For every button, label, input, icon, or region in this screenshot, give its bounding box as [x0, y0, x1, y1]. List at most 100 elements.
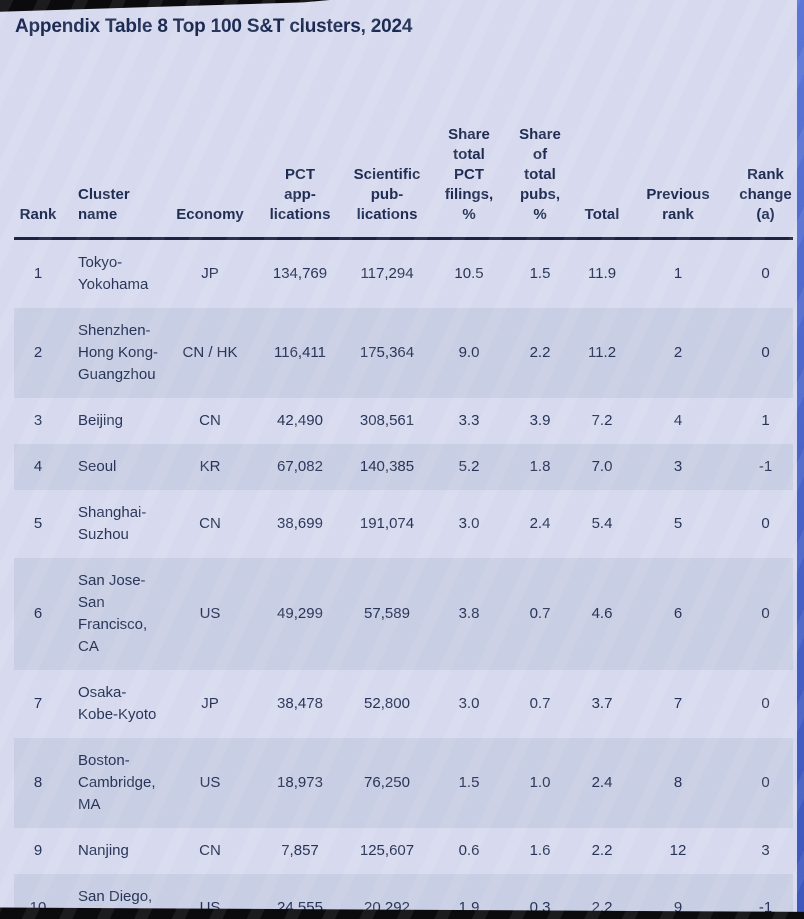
cell-previous-rank: 8 [673, 774, 683, 791]
cell-share-total-pubs: 0.7 [529, 605, 551, 622]
cell-share-pct-filings: 1.5 [458, 774, 480, 791]
cell-previous-rank: 6 [673, 605, 683, 622]
cell-cluster-name: Nanjing [78, 842, 129, 859]
cell-rank: 6 [33, 605, 43, 622]
cell-share-pct-filings: 3.8 [458, 605, 480, 622]
cell-share-pct-filings: 10.5 [454, 265, 484, 282]
cell-total: 7.0 [591, 458, 613, 475]
cell-scientific-publications: 57,589 [364, 605, 410, 622]
cell-cluster-name: Shanghai- Suzhou [78, 504, 147, 543]
table-header-row: Rank Cluster name Economy PCT app- licat… [14, 0, 793, 240]
cell-pct-applications: 49,299 [277, 605, 323, 622]
cell-share-total-pubs: 1.5 [529, 265, 551, 282]
cell-share-total-pubs: 1.8 [529, 458, 551, 475]
table-row: 8 Boston- Cambridge, MA US 18,973 76,250… [14, 738, 793, 828]
cell-pct-applications: 38,699 [277, 515, 323, 532]
col-header-scientific-publications: Scientific pub- lications [348, 0, 426, 240]
cell-share-total-pubs: 2.4 [529, 515, 551, 532]
cell-share-total-pubs: 2.2 [529, 344, 551, 361]
cell-share-total-pubs: 1.0 [529, 774, 551, 791]
cell-scientific-publications: 125,607 [359, 842, 415, 859]
cell-cluster-name: Boston- Cambridge, MA [78, 752, 156, 813]
cell-scientific-publications: 140,385 [359, 458, 415, 475]
col-header-economy: Economy [168, 0, 252, 240]
cell-rank-change: 0 [761, 774, 770, 791]
screen-edge-right [797, 0, 804, 919]
cell-total: 11.2 [587, 344, 617, 361]
cell-share-pct-filings: 0.6 [458, 842, 480, 859]
cell-rank-change: 0 [761, 695, 770, 712]
cell-economy: JP [201, 265, 219, 282]
cell-cluster-name: Osaka- Kobe-Kyoto [78, 684, 157, 723]
cell-pct-applications: 116,411 [274, 344, 326, 361]
cell-total: 3.7 [591, 695, 613, 712]
photo-edge-top [0, 0, 330, 12]
cell-rank: 5 [33, 515, 43, 532]
cell-scientific-publications: 52,800 [364, 695, 410, 712]
cell-previous-rank: 12 [669, 842, 687, 859]
cell-share-total-pubs: 3.9 [529, 412, 551, 429]
cell-scientific-publications: 191,074 [359, 515, 415, 532]
cell-economy: CN / HK [182, 344, 238, 361]
cell-scientific-publications: 76,250 [364, 774, 410, 791]
table-row: 5 Shanghai- Suzhou CN 38,699 191,074 3.0… [14, 490, 793, 558]
cell-economy: US [199, 774, 221, 791]
cell-rank-change: -1 [758, 458, 773, 475]
cell-scientific-publications: 308,561 [359, 412, 415, 429]
cell-total: 2.2 [591, 842, 613, 859]
cell-total: 4.6 [591, 605, 613, 622]
cell-rank: 7 [33, 695, 43, 712]
cell-total: 7.2 [591, 412, 613, 429]
cell-rank-change: 0 [761, 344, 770, 361]
cell-previous-rank: 2 [673, 344, 683, 361]
col-header-pct-applications: PCT app- lications [252, 0, 348, 240]
cell-share-pct-filings: 3.3 [458, 412, 480, 429]
table-row: 2 Shenzhen- Hong Kong- Guangzhou CN / HK… [14, 308, 793, 398]
cell-share-pct-filings: 3.0 [458, 695, 480, 712]
cell-scientific-publications: 117,294 [360, 265, 414, 282]
table-row: 4 Seoul KR 67,082 140,385 5.2 1.8 7.0 3 … [14, 444, 793, 490]
cell-share-total-pubs: 0.7 [529, 695, 551, 712]
col-header-rank-change: Rank change (a) [720, 0, 793, 240]
col-header-share-total-pubs: Share of total pubs, % [512, 0, 568, 240]
cell-share-total-pubs: 1.6 [529, 842, 551, 859]
cell-rank: 2 [33, 344, 43, 361]
cell-rank-change: 0 [761, 605, 770, 622]
cell-scientific-publications: 175,364 [359, 344, 415, 361]
cell-cluster-name: San Jose- San Francisco, CA [78, 572, 148, 655]
cell-cluster-name: Tokyo- Yokohama [78, 254, 149, 293]
cell-rank: 4 [33, 458, 43, 475]
cell-economy: CN [199, 515, 221, 532]
cell-share-pct-filings: 9.0 [458, 344, 480, 361]
col-header-share-pct-filings: Share total PCT filings, % [426, 0, 512, 240]
cell-pct-applications: 7,857 [281, 842, 319, 859]
cell-total: 5.4 [591, 515, 613, 532]
cell-pct-applications: 134,769 [272, 265, 328, 282]
cell-rank-change: 0 [761, 265, 770, 282]
cell-rank-change: 0 [761, 515, 770, 532]
col-header-previous-rank: Previous rank [636, 0, 720, 240]
col-header-total: Total [568, 0, 636, 240]
cell-rank: 3 [33, 412, 43, 429]
col-header-rank: Rank [14, 0, 62, 240]
cell-previous-rank: 3 [673, 458, 683, 475]
photo-edge-bottom [0, 907, 804, 919]
cell-economy: KR [199, 458, 221, 475]
table-row: 3 Beijing CN 42,490 308,561 3.3 3.9 7.2 … [14, 398, 793, 444]
cell-rank: 9 [33, 842, 43, 859]
cell-previous-rank: 7 [673, 695, 683, 712]
table-row: 6 San Jose- San Francisco, CA US 49,299 … [14, 558, 793, 670]
cell-cluster-name: Seoul [78, 458, 117, 475]
cell-previous-rank: 4 [673, 412, 683, 429]
table-row: 1 Tokyo- Yokohama JP 134,769 117,294 10.… [14, 239, 793, 309]
cell-economy: US [199, 605, 221, 622]
cell-rank-change: 3 [761, 842, 770, 859]
cell-share-pct-filings: 5.2 [458, 458, 480, 475]
cell-rank-change: 1 [761, 412, 770, 429]
cell-pct-applications: 38,478 [277, 695, 323, 712]
cell-rank: 1 [33, 265, 43, 282]
cell-economy: JP [201, 695, 219, 712]
cell-cluster-name: Shenzhen- Hong Kong- Guangzhou [78, 322, 159, 383]
table-row: 7 Osaka- Kobe-Kyoto JP 38,478 52,800 3.0… [14, 670, 793, 738]
